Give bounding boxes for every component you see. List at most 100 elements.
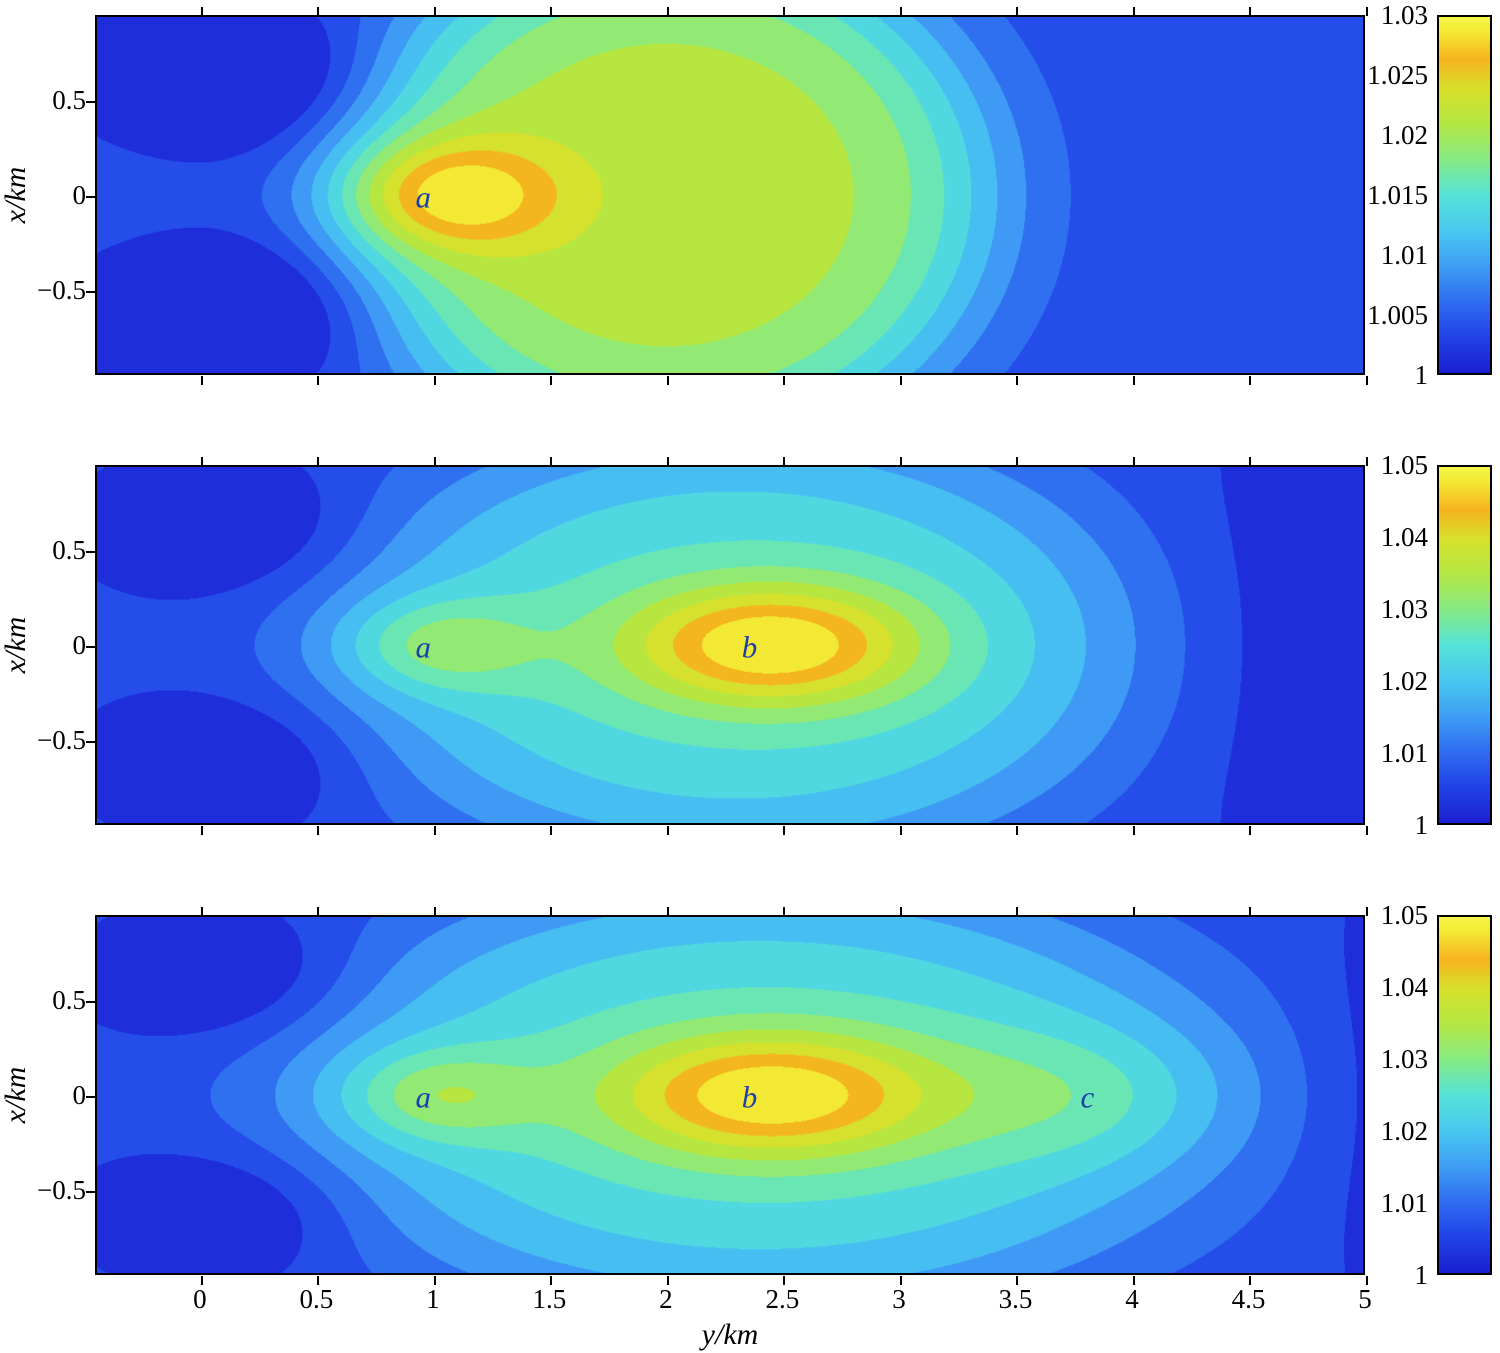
x-tick-mark: [666, 907, 669, 916]
x-tick-mark: [550, 826, 553, 835]
x-tick-mark: [783, 1276, 786, 1285]
y-tick-label: 0: [72, 180, 87, 210]
y-tick-label: −0.5: [37, 1174, 86, 1205]
x-tick-mark: [1132, 376, 1135, 385]
x-tick-mark: [1249, 376, 1252, 385]
y-tick-label: −0.5: [37, 724, 86, 755]
colorbar-tick-label: 1.015: [1367, 180, 1428, 210]
x-tick-mark: [433, 457, 436, 466]
x-tick-mark: [899, 1276, 902, 1285]
x-tick-label: 3: [892, 1284, 906, 1314]
x-tick-mark: [200, 907, 203, 916]
colorbar-tick-label: 1.05: [1380, 450, 1428, 480]
x-tick-mark: [317, 457, 320, 466]
x-tick-mark: [783, 7, 786, 16]
colorbar-tick-label: 1.04: [1380, 522, 1428, 552]
x-tick-mark: [433, 907, 436, 916]
colorbar-tick-label: 1.03: [1380, 1044, 1428, 1074]
x-tick-mark: [899, 826, 902, 835]
x-tick-mark: [200, 1276, 203, 1285]
x-tick-mark: [1016, 457, 1019, 466]
x-tick-label: 2: [659, 1284, 673, 1314]
x-tick-mark: [550, 457, 553, 466]
colorbar-middle: [1437, 465, 1492, 825]
x-tick-mark: [550, 7, 553, 16]
x-tick-mark: [783, 826, 786, 835]
colorbar-tick-label: 1.03: [1380, 594, 1428, 624]
x-tick-mark: [200, 457, 203, 466]
x-tick-mark: [1366, 907, 1368, 916]
x-tick-mark: [433, 7, 436, 16]
annotation-a: a: [415, 1079, 431, 1115]
x-tick-mark: [1132, 826, 1135, 835]
y-tick-label: 0.5: [52, 985, 86, 1016]
x-tick-mark: [899, 376, 902, 385]
x-tick-mark: [899, 907, 902, 916]
x-tick-mark: [317, 7, 320, 16]
plot-area-top: a: [86, 7, 1368, 385]
x-tick-label: 5: [1358, 1284, 1372, 1314]
x-tick-label: 0: [193, 1284, 207, 1314]
annotation-a: a: [415, 629, 431, 665]
contour-canvas-bottom: [97, 917, 1363, 1273]
x-tick-mark: [1249, 826, 1252, 835]
x-tick-mark: [666, 1276, 669, 1285]
y-tick-label: 0: [72, 1080, 87, 1110]
contour-panel-top: x/km a 0.5 0 −0.5 1.03 1.025 1.02 1.015 1.01 1.0…: [0, 0, 1500, 390]
x-tick-mark: [1132, 1276, 1135, 1285]
x-tick-mark: [1366, 1276, 1368, 1285]
y-tick-label: 0.5: [52, 535, 86, 566]
x-tick-mark: [1366, 376, 1368, 385]
x-tick-mark: [550, 907, 553, 916]
x-tick-mark: [899, 7, 902, 16]
x-tick-label: 3.5: [998, 1284, 1033, 1314]
x-tick-label: 1.5: [532, 1284, 567, 1314]
colorbar-tick-label: 1.04: [1380, 972, 1428, 1002]
x-tick-mark: [317, 907, 320, 916]
y-tick-label: 0.5: [52, 85, 86, 116]
x-tick-mark: [1132, 457, 1135, 466]
x-tick-label: 2.5: [765, 1284, 800, 1314]
x-tick-mark: [1016, 7, 1019, 16]
x-tick-mark: [899, 457, 902, 466]
colorbar-tick-label: 1: [1414, 810, 1429, 840]
x-tick-mark: [666, 826, 669, 835]
x-tick-mark: [1366, 826, 1368, 835]
x-tick-mark: [200, 7, 203, 16]
colorbar-tick-label: 1: [1414, 360, 1429, 390]
colorbar-top: [1437, 15, 1492, 375]
colorbar-tick-label: 1: [1414, 1260, 1429, 1290]
x-tick-mark: [433, 826, 436, 835]
x-tick-mark: [317, 1276, 320, 1285]
colorbar-bottom: [1437, 915, 1492, 1275]
colorbar-tick-label: 1.02: [1380, 666, 1428, 696]
x-tick-label: 4.5: [1231, 1284, 1266, 1314]
x-tick-label: 0.5: [299, 1284, 334, 1314]
colorbar-tick-label: 1.005: [1367, 300, 1428, 330]
x-axis-label: y/km: [701, 1318, 759, 1351]
annotation-b: b: [741, 1079, 758, 1115]
x-tick-mark: [317, 376, 320, 385]
colorbar-tick-label: 1.01: [1380, 1188, 1428, 1218]
x-tick-mark: [200, 826, 203, 835]
annotation-a: a: [415, 179, 431, 215]
y-tick-mark: [86, 646, 95, 648]
plot-area-bottom: a b c: [86, 907, 1368, 1285]
x-tick-mark: [783, 457, 786, 466]
x-tick-mark: [666, 7, 669, 16]
colorbar-tick-label: 1.02: [1380, 120, 1428, 150]
x-tick-mark: [1249, 7, 1252, 16]
x-tick-label: 4: [1125, 1284, 1139, 1314]
y-tick-mark: [86, 1190, 95, 1193]
x-tick-mark: [1249, 907, 1252, 916]
x-tick-mark: [666, 457, 669, 466]
x-tick-mark: [433, 376, 436, 385]
x-tick-label: 1: [426, 1284, 440, 1314]
x-tick-mark: [550, 1276, 553, 1285]
x-tick-mark: [1016, 826, 1019, 835]
colorbar-tick-label: 1.05: [1380, 900, 1428, 930]
x-tick-mark: [1366, 7, 1368, 16]
x-tick-mark: [550, 376, 553, 385]
